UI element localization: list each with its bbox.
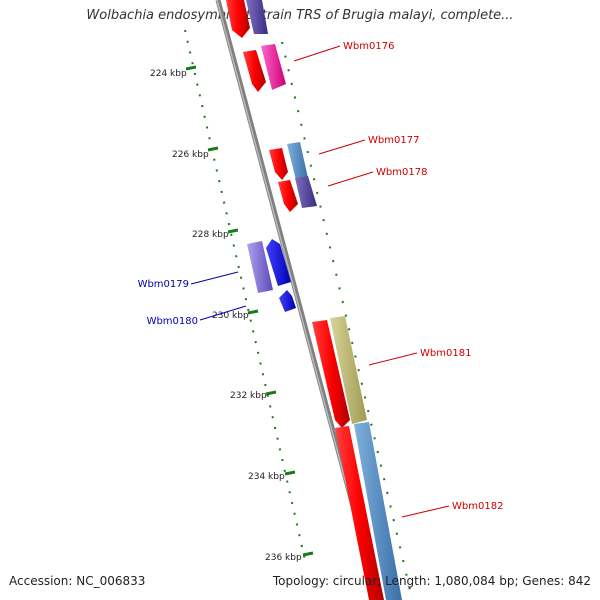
leader-line [368, 352, 418, 366]
accession-label: Accession: NC_006833 [9, 574, 146, 588]
gene-label-wbm0180[interactable]: Wbm0180 [147, 316, 198, 327]
tick-mark [302, 551, 314, 557]
tick-label: 226 kbp [172, 150, 209, 160]
gene-feature[interactable] [295, 176, 317, 208]
gene-label-wbm0176[interactable]: Wbm0176 [343, 41, 394, 52]
gene-wbm0177-group[interactable] [269, 142, 317, 212]
tick-mark [185, 65, 197, 71]
gene-feature[interactable] [266, 239, 291, 286]
gene-feature[interactable] [335, 426, 384, 600]
label-leaders [190, 45, 450, 518]
map-title: Wolbachia endosymbiont strain TRS of Bru… [86, 8, 514, 23]
tick-labels: 224 kbp 226 kbp 228 kbp 230 kbp 232 kbp … [150, 69, 302, 563]
gene-feature[interactable] [330, 316, 367, 424]
gene-feature[interactable] [354, 422, 402, 600]
gene-feature[interactable] [247, 241, 273, 293]
gene-feature[interactable] [243, 50, 266, 92]
gene-feature[interactable] [269, 148, 288, 180]
gene-label-wbm0182[interactable]: Wbm0182 [452, 501, 503, 512]
gene-feature[interactable] [226, 0, 250, 38]
tick-label: 232 kbp [230, 391, 267, 401]
leader-line [327, 171, 374, 187]
tick-label: 224 kbp [150, 69, 187, 79]
tick-label: 228 kbp [192, 230, 229, 240]
gene-label-wbm0181[interactable]: Wbm0181 [420, 348, 471, 359]
leader-line [190, 271, 239, 285]
tick-mark [207, 146, 219, 152]
tick-mark [265, 390, 277, 396]
tick-mark [247, 309, 259, 315]
tick-mark [284, 470, 296, 476]
genome-summary: Topology: circular; Length: 1,080,084 bp… [272, 574, 591, 588]
tick-track [184, 29, 306, 561]
tick-mark [227, 228, 239, 234]
tick-marks [185, 65, 314, 557]
gene-labels: Wbm0176 Wbm0177 Wbm0178 Wbm0179 Wbm0180 … [138, 41, 504, 512]
tick-label: 236 kbp [265, 553, 302, 563]
gene-wbm0176-group[interactable] [243, 44, 286, 92]
gene-feature[interactable] [279, 290, 296, 312]
gene-label-wbm0179[interactable]: Wbm0179 [138, 279, 189, 290]
gene-wbm0179-group[interactable] [247, 239, 296, 312]
outer-track [281, 41, 411, 591]
tick-label: 234 kbp [248, 472, 285, 482]
leader-line [199, 305, 247, 321]
leader-line [401, 505, 450, 518]
gene-feature[interactable] [261, 44, 286, 90]
leader-line [293, 45, 341, 62]
gene-feature[interactable] [246, 0, 268, 34]
gene-label-wbm0178[interactable]: Wbm0178 [376, 167, 427, 178]
gene-wbm0181-group[interactable] [312, 316, 402, 600]
gene-top-partial[interactable] [226, 0, 268, 38]
gene-feature[interactable] [287, 142, 308, 180]
gene-feature[interactable] [312, 320, 350, 428]
leader-line [318, 139, 366, 155]
gene-feature[interactable] [278, 180, 298, 212]
tick-label: 230 kbp [212, 311, 249, 321]
gene-label-wbm0177[interactable]: Wbm0177 [368, 135, 419, 146]
